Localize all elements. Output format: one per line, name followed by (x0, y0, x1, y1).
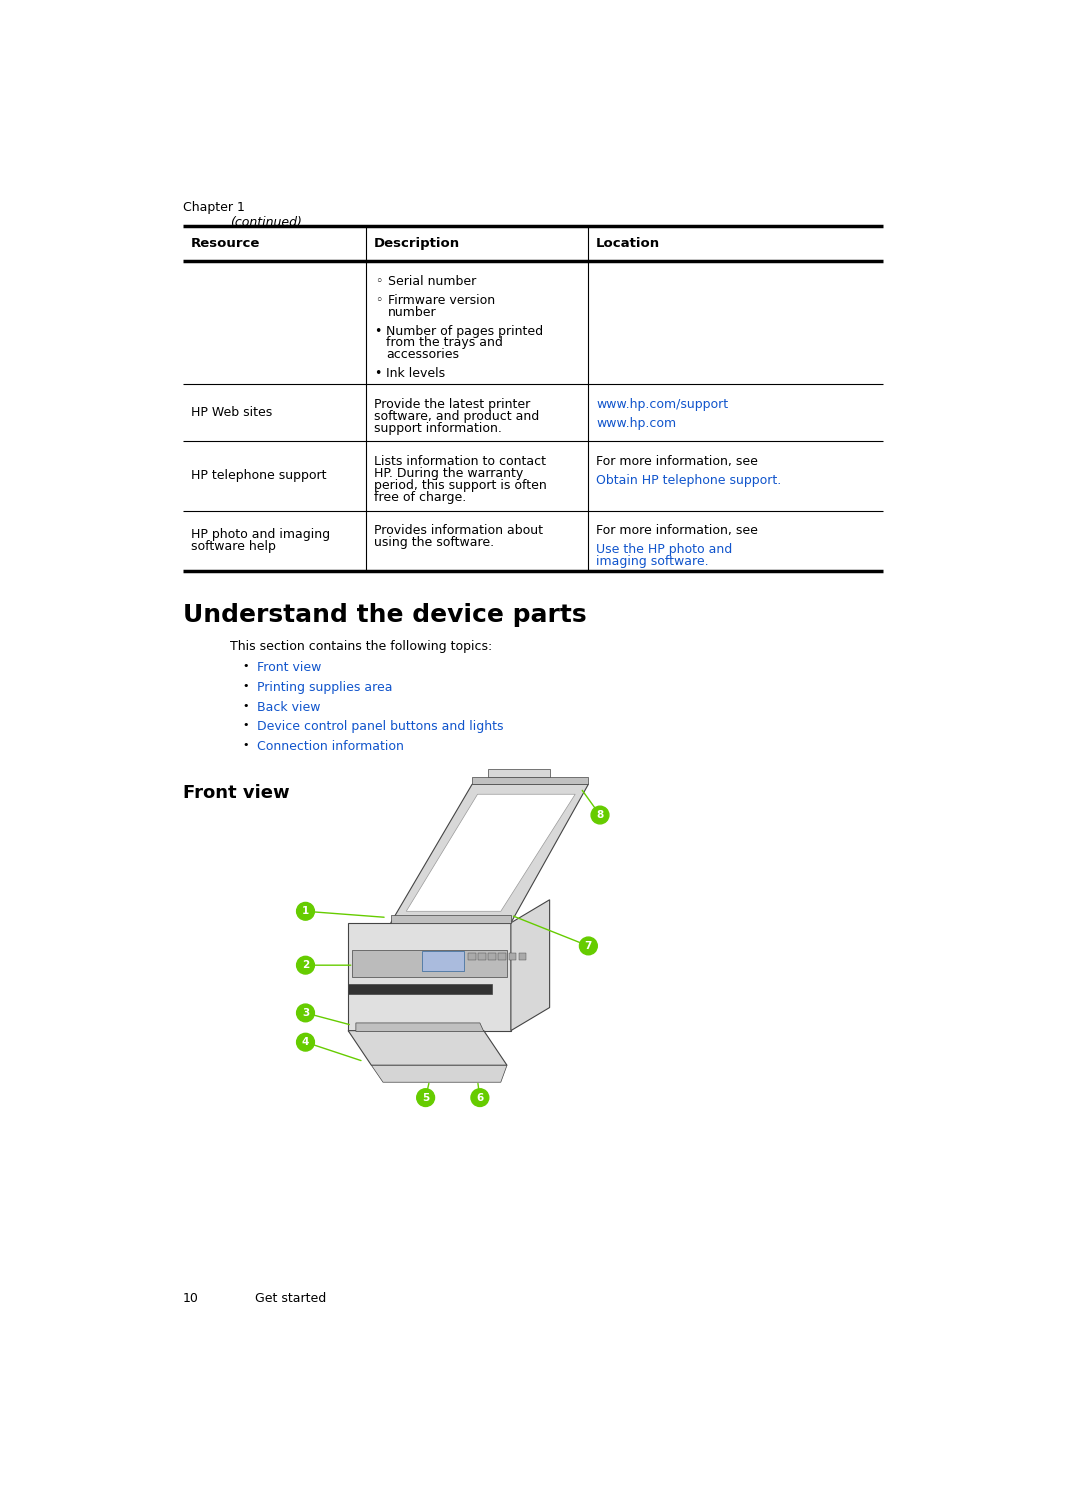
Bar (422, 951, 464, 972)
Text: Description: Description (374, 236, 460, 250)
Bar (469, 952, 476, 960)
Circle shape (297, 1033, 314, 1051)
Text: For more information, see: For more information, see (596, 454, 758, 468)
Text: using the software.: using the software. (374, 537, 494, 549)
Text: software help: software help (191, 540, 275, 553)
Text: HP photo and imaging: HP photo and imaging (191, 528, 329, 541)
Text: •: • (242, 721, 248, 731)
Polygon shape (406, 794, 576, 912)
Text: •: • (242, 701, 248, 710)
Text: This section contains the following topics:: This section contains the following topi… (230, 640, 491, 653)
Polygon shape (348, 1030, 507, 1066)
Text: free of charge.: free of charge. (374, 490, 465, 504)
Polygon shape (511, 900, 550, 1030)
Bar (518, 952, 526, 960)
Text: •: • (374, 324, 381, 338)
Polygon shape (348, 922, 511, 1030)
Text: Chapter 1: Chapter 1 (183, 200, 245, 214)
Text: Understand the device parts: Understand the device parts (183, 602, 586, 626)
Circle shape (580, 937, 597, 955)
Circle shape (297, 1005, 314, 1021)
Text: Connection information: Connection information (257, 740, 404, 753)
Circle shape (471, 1088, 489, 1106)
Polygon shape (372, 1066, 507, 1082)
Text: Provide the latest printer: Provide the latest printer (374, 398, 530, 411)
Text: 5: 5 (422, 1093, 429, 1103)
Text: HP Web sites: HP Web sites (191, 407, 272, 419)
Text: Firmware version: Firmware version (388, 293, 495, 306)
Text: Serial number: Serial number (388, 275, 476, 289)
Text: Device control panel buttons and lights: Device control panel buttons and lights (257, 721, 504, 734)
Text: accessories: accessories (387, 348, 459, 362)
Text: from the trays and: from the trays and (387, 336, 503, 350)
Text: 3: 3 (302, 1008, 309, 1018)
Text: Number of pages printed: Number of pages printed (387, 324, 543, 338)
Circle shape (417, 1088, 434, 1106)
Text: number: number (388, 305, 436, 318)
Circle shape (591, 806, 609, 824)
Text: Front view: Front view (183, 785, 289, 803)
Text: 6: 6 (476, 1093, 484, 1103)
Polygon shape (488, 768, 550, 776)
Text: Provides information about: Provides information about (374, 525, 543, 537)
Text: 4: 4 (301, 1038, 309, 1046)
Text: 7: 7 (584, 940, 592, 951)
Text: 1: 1 (302, 906, 309, 916)
Bar (499, 952, 507, 960)
Text: Front view: Front view (257, 661, 322, 674)
Polygon shape (391, 915, 511, 922)
Polygon shape (356, 1023, 484, 1032)
Polygon shape (472, 776, 589, 785)
Text: 8: 8 (596, 810, 604, 821)
Circle shape (297, 957, 314, 975)
Text: software, and product and: software, and product and (374, 410, 539, 423)
Polygon shape (348, 984, 491, 994)
Text: •: • (242, 682, 248, 691)
Text: www.hp.com/support: www.hp.com/support (596, 398, 728, 411)
Text: imaging software.: imaging software. (596, 555, 708, 568)
Text: Obtain HP telephone support.: Obtain HP telephone support. (596, 474, 781, 487)
Text: support information.: support information. (374, 422, 501, 435)
Text: period, this support is often: period, this support is often (374, 478, 546, 492)
Text: 10: 10 (183, 1292, 199, 1305)
Text: 2: 2 (302, 960, 309, 970)
Text: HP. During the warranty: HP. During the warranty (374, 466, 523, 480)
Text: (continued): (continued) (230, 217, 301, 229)
Text: www.hp.com: www.hp.com (596, 417, 676, 431)
Bar (478, 952, 486, 960)
Text: Back view: Back view (257, 701, 321, 713)
Polygon shape (391, 785, 589, 922)
Text: For more information, see: For more information, see (596, 525, 758, 537)
Text: Resource: Resource (191, 236, 260, 250)
Text: Printing supplies area: Printing supplies area (257, 682, 393, 694)
Text: ◦: ◦ (375, 275, 382, 289)
Text: Use the HP photo and: Use the HP photo and (596, 543, 732, 556)
Polygon shape (352, 949, 507, 976)
Text: •: • (242, 740, 248, 750)
Bar (488, 952, 496, 960)
Text: Location: Location (596, 236, 660, 250)
Bar (509, 952, 516, 960)
Text: •: • (374, 368, 381, 380)
Text: Ink levels: Ink levels (387, 368, 445, 380)
Text: Lists information to contact: Lists information to contact (374, 454, 545, 468)
Text: •: • (242, 661, 248, 671)
Text: Get started: Get started (255, 1292, 326, 1305)
Circle shape (297, 903, 314, 919)
Text: ◦: ◦ (375, 293, 382, 306)
Text: HP telephone support: HP telephone support (191, 469, 326, 483)
